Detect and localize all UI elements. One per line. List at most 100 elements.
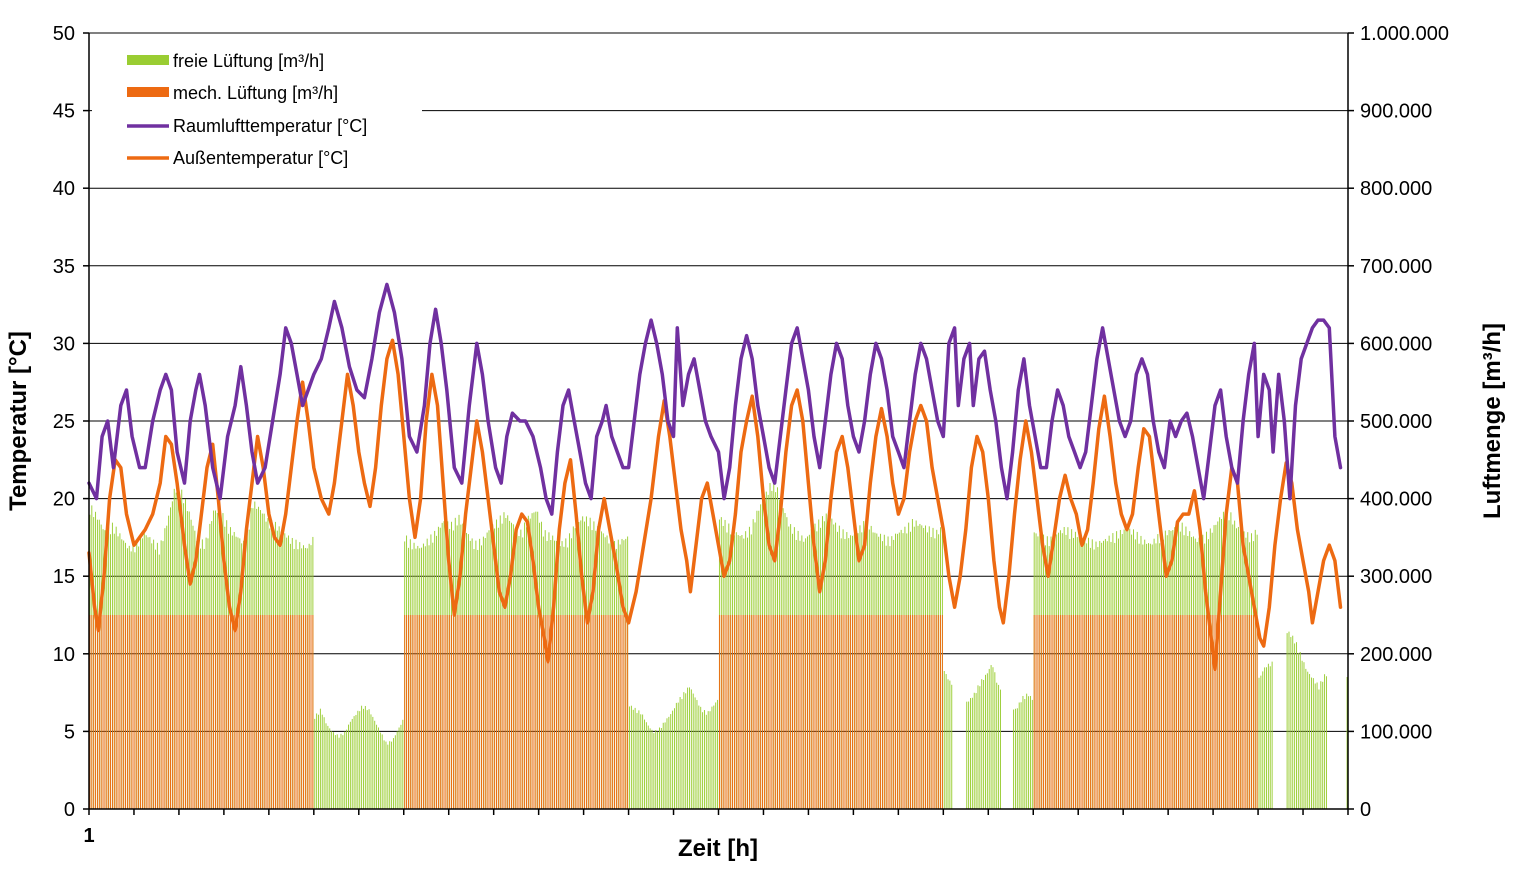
mech-ventilation-bar	[259, 615, 261, 809]
mech-ventilation-bar	[911, 615, 913, 809]
free-ventilation-bar	[992, 667, 994, 809]
mech-ventilation-bar	[814, 615, 816, 809]
mech-ventilation-bar	[1059, 615, 1061, 809]
mech-ventilation-bar	[1224, 615, 1226, 809]
mech-ventilation-bar	[1176, 615, 1178, 809]
mech-ventilation-bar	[582, 615, 584, 809]
mech-ventilation-bar	[1247, 615, 1249, 809]
mech-ventilation-bar	[173, 615, 175, 809]
free-ventilation-bar	[1014, 708, 1016, 809]
mech-ventilation-bar	[778, 615, 780, 809]
mech-ventilation-bar	[1181, 615, 1183, 809]
mech-ventilation-bar	[91, 615, 93, 809]
mech-ventilation-bar	[481, 615, 482, 809]
mech-ventilation-bar	[479, 615, 481, 809]
mech-ventilation-bar	[263, 615, 265, 809]
free-ventilation-bar	[690, 689, 692, 809]
free-ventilation-bar	[344, 731, 346, 809]
free-ventilation-bar	[391, 741, 393, 809]
mech-ventilation-bar	[203, 615, 205, 809]
mech-ventilation-bar	[426, 615, 428, 809]
free-ventilation-bar	[994, 672, 996, 809]
mech-ventilation-bar	[1097, 615, 1099, 809]
mech-ventilation-bar	[136, 615, 138, 809]
free-ventilation-bar	[996, 682, 998, 809]
free-ventilation-bar	[1029, 695, 1031, 809]
mech-ventilation-bar	[421, 615, 423, 809]
mech-ventilation-bar	[1067, 615, 1069, 809]
mech-ventilation-bar	[1157, 615, 1159, 809]
legend-item-outdoor-temperature: Außentemperatur [°C]	[127, 148, 348, 168]
mech-ventilation-bar	[265, 615, 267, 809]
mech-ventilation-bar	[218, 615, 220, 809]
mech-ventilation-bar	[496, 615, 497, 809]
mech-ventilation-bar	[243, 615, 245, 809]
mech-ventilation-bar	[274, 615, 276, 809]
mech-ventilation-bar	[769, 615, 771, 809]
mech-ventilation-bar	[533, 615, 535, 809]
mech-ventilation-bar	[104, 615, 106, 809]
mech-ventilation-bar	[851, 615, 853, 809]
mech-ventilation-bar	[1196, 615, 1198, 809]
free-ventilation-bar	[636, 712, 638, 809]
free-ventilation-bar	[316, 713, 318, 809]
mech-ventilation-bar	[415, 615, 417, 809]
free-ventilation-bar	[668, 716, 670, 809]
mech-ventilation-bar	[529, 615, 531, 809]
mech-ventilation-bar	[570, 615, 572, 809]
mech-ventilation-bar	[422, 615, 424, 809]
free-ventilation-bar	[334, 735, 336, 809]
free-ventilation-bar	[318, 714, 319, 809]
mech-ventilation-bar	[507, 615, 509, 809]
free-ventilation-bar	[1020, 702, 1022, 809]
mech-ventilation-bar	[1155, 615, 1157, 809]
free-ventilation-bar	[1260, 675, 1262, 809]
free-ventilation-bar	[1307, 671, 1309, 809]
mech-ventilation-bar	[98, 615, 100, 809]
mechanical-ventilation-bars	[89, 615, 1258, 809]
mech-ventilation-bar	[207, 615, 209, 809]
mech-ventilation-bar	[606, 615, 608, 809]
free-ventilation-bar	[364, 705, 366, 809]
free-ventilation-bar	[1031, 699, 1033, 809]
mech-ventilation-bar	[767, 615, 769, 809]
mech-ventilation-bar	[419, 615, 421, 809]
temperature-lines	[87, 282, 1343, 672]
mech-ventilation-bar	[149, 615, 151, 809]
legend-label-outdoor-temperature: Außentemperatur [°C]	[173, 148, 348, 168]
mech-ventilation-bar	[792, 615, 793, 809]
mech-ventilation-bar	[522, 615, 524, 809]
x-axis-ticks	[88, 809, 1349, 815]
free-ventilation-bar	[400, 724, 402, 809]
mech-ventilation-bar	[454, 615, 456, 809]
free-ventilation-bar	[1294, 643, 1296, 809]
mech-ventilation-bar	[928, 615, 930, 809]
mech-ventilation-bar	[246, 615, 248, 809]
free-ventilation-bar	[1322, 681, 1324, 809]
mech-ventilation-bar	[1050, 615, 1052, 809]
mech-ventilation-bar	[542, 615, 544, 809]
mech-ventilation-bar	[467, 615, 469, 809]
free-ventilation-bar	[649, 728, 651, 809]
mech-ventilation-bar	[1123, 615, 1125, 809]
mech-ventilation-bar	[559, 615, 561, 809]
free-ventilation-bar	[1312, 678, 1314, 809]
mech-ventilation-bar	[170, 615, 171, 809]
mech-ventilation-bar	[784, 615, 786, 809]
free-ventilation-bar	[687, 687, 689, 809]
mech-ventilation-bar	[889, 615, 891, 809]
mech-ventilation-bar	[585, 615, 587, 809]
mech-ventilation-bar	[1146, 615, 1148, 809]
mech-ventilation-bar	[449, 615, 451, 809]
mech-ventilation-bar	[561, 615, 563, 809]
mech-ventilation-bar	[913, 615, 915, 809]
mech-ventilation-bar	[286, 615, 288, 809]
mech-ventilation-bar	[145, 615, 147, 809]
mech-ventilation-bar	[177, 615, 179, 809]
mech-ventilation-bar	[490, 615, 492, 809]
mech-ventilation-bar	[224, 615, 226, 809]
mech-ventilation-bar	[220, 615, 222, 809]
mech-ventilation-bar	[482, 615, 484, 809]
mech-ventilation-bar	[1088, 615, 1089, 809]
left-tick-label: 50	[53, 23, 75, 45]
